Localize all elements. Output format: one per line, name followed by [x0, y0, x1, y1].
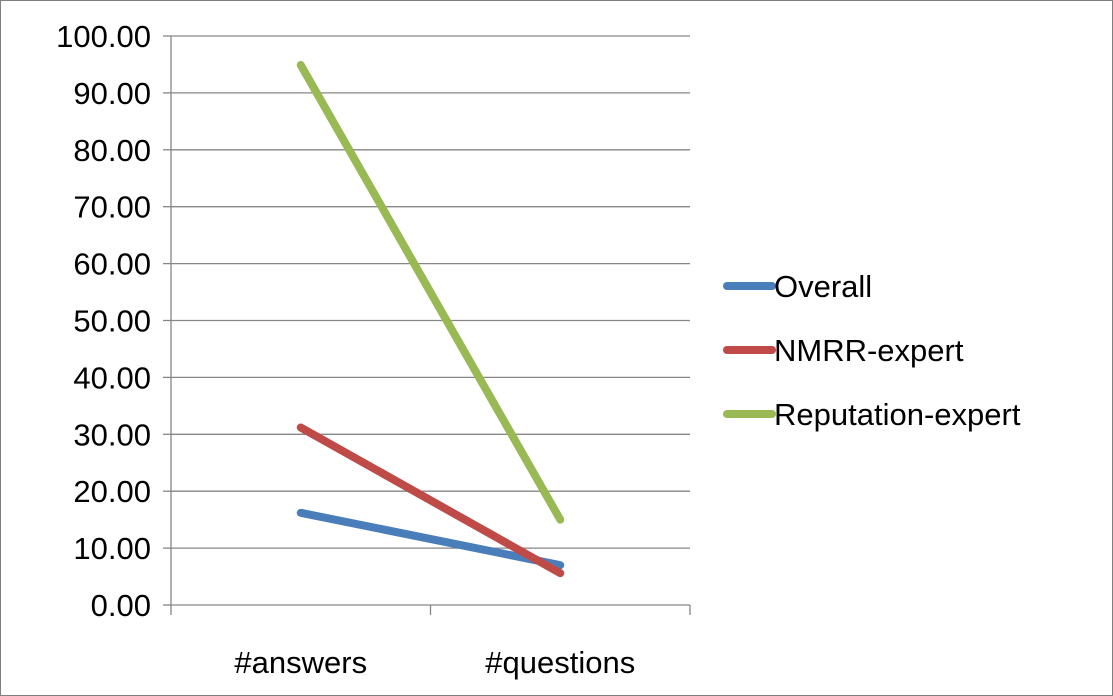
y-tick-label: 10.00 [73, 531, 151, 566]
legend: Overall NMRR-expert Reputation-expert [723, 269, 1021, 432]
y-tick-label: 100.00 [56, 19, 151, 54]
axes [163, 35, 691, 615]
legend-label: NMRR-expert [774, 333, 964, 368]
y-tick-label: 30.00 [73, 417, 151, 452]
series-line-reputation-expert [296, 61, 565, 524]
y-tick-label: 0.00 [91, 588, 151, 623]
legend-label: Overall [774, 269, 872, 304]
gridlines [171, 35, 690, 549]
x-tick-labels: #answers #questions [234, 645, 635, 680]
y-tick-label: 40.00 [73, 360, 151, 395]
legend-label: Reputation-expert [774, 397, 1021, 432]
x-tick-label: #answers [234, 645, 367, 680]
y-tick-label: 90.00 [73, 76, 151, 111]
y-tick-label: 50.00 [73, 304, 151, 339]
y-tick-labels: 0.00 10.00 20.00 30.00 40.00 50.00 60.00 70.00 8… [56, 19, 151, 623]
y-tick-label: 20.00 [73, 474, 151, 509]
y-tick-label: 60.00 [73, 247, 151, 282]
y-tick-label: 80.00 [73, 133, 151, 168]
x-tick-label: #questions [485, 645, 635, 680]
y-tick-label: 70.00 [73, 190, 151, 225]
series-line-nmrr-expert [296, 423, 565, 578]
series-line-overall [296, 508, 565, 570]
series-lines [296, 61, 565, 578]
